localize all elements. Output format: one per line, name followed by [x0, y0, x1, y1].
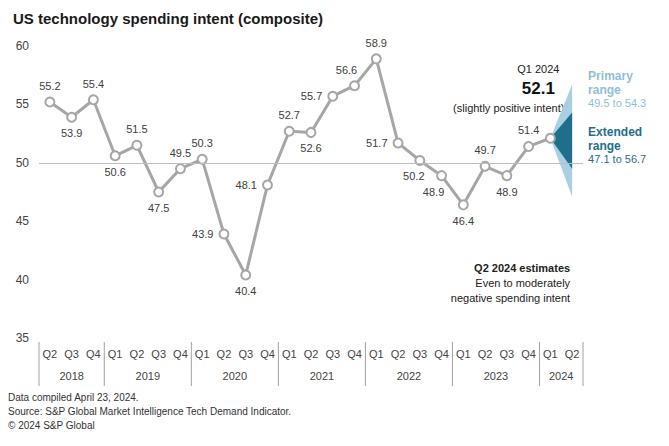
- svg-text:40: 40: [16, 273, 30, 287]
- svg-text:50: 50: [16, 156, 30, 170]
- svg-text:55.4: 55.4: [83, 78, 104, 90]
- svg-text:Q3: Q3: [151, 348, 166, 360]
- svg-text:51.7: 51.7: [366, 137, 387, 149]
- svg-text:Q4: Q4: [86, 348, 101, 360]
- svg-text:49.7: 49.7: [474, 144, 495, 156]
- svg-text:Q2: Q2: [478, 348, 493, 360]
- svg-text:47.5: 47.5: [148, 202, 169, 214]
- svg-text:(slightly positive intent): (slightly positive intent): [453, 102, 564, 114]
- svg-text:Q4: Q4: [173, 348, 188, 360]
- svg-text:52.6: 52.6: [300, 142, 321, 154]
- svg-text:55.2: 55.2: [39, 80, 60, 92]
- svg-text:Q1: Q1: [195, 348, 210, 360]
- svg-text:2018: 2018: [59, 370, 83, 382]
- svg-text:55: 55: [16, 97, 30, 111]
- svg-text:Q1: Q1: [369, 348, 384, 360]
- svg-text:35: 35: [16, 331, 30, 345]
- svg-text:48.1: 48.1: [236, 179, 257, 191]
- svg-text:US technology spending intent: US technology spending intent (composite…: [13, 10, 323, 27]
- svg-text:Extended: Extended: [588, 125, 645, 139]
- svg-text:51.5: 51.5: [126, 123, 147, 135]
- svg-text:Q3: Q3: [64, 348, 79, 360]
- svg-text:2023: 2023: [484, 370, 508, 382]
- svg-text:2024: 2024: [549, 370, 573, 382]
- svg-text:Q1: Q1: [543, 348, 558, 360]
- svg-text:Q2 2024 estimates: Q2 2024 estimates: [474, 262, 570, 274]
- svg-text:47.1 to 56.7: 47.1 to 56.7: [588, 153, 646, 165]
- svg-text:Q3: Q3: [412, 348, 427, 360]
- svg-text:Q1: Q1: [108, 348, 123, 360]
- svg-text:58.9: 58.9: [366, 37, 387, 49]
- svg-text:Q1: Q1: [282, 348, 297, 360]
- svg-text:Even to moderately: Even to moderately: [475, 277, 570, 289]
- svg-text:52.1: 52.1: [522, 79, 555, 98]
- svg-text:48.9: 48.9: [423, 186, 444, 198]
- svg-text:Q2: Q2: [43, 348, 58, 360]
- svg-text:49.5: 49.5: [170, 147, 191, 159]
- svg-text:2020: 2020: [223, 370, 247, 382]
- svg-text:46.4: 46.4: [453, 215, 474, 227]
- svg-text:55.7: 55.7: [301, 90, 322, 102]
- svg-text:53.9: 53.9: [61, 127, 82, 139]
- svg-text:range: range: [588, 83, 621, 97]
- svg-text:Q2: Q2: [130, 348, 145, 360]
- svg-text:Q1 2024: Q1 2024: [517, 63, 559, 75]
- svg-text:Q4: Q4: [347, 348, 362, 360]
- svg-text:Data compiled April 23, 2024.: Data compiled April 23, 2024.: [8, 392, 139, 403]
- svg-text:50.2: 50.2: [403, 170, 424, 182]
- svg-text:49.5 to 54.3: 49.5 to 54.3: [588, 97, 646, 109]
- svg-text:56.6: 56.6: [336, 64, 357, 76]
- svg-text:48.9: 48.9: [496, 186, 517, 198]
- svg-text:Q2: Q2: [565, 348, 580, 360]
- svg-text:50.6: 50.6: [104, 166, 125, 178]
- svg-text:Q4: Q4: [521, 348, 536, 360]
- svg-text:51.4: 51.4: [518, 124, 539, 136]
- svg-text:Q4: Q4: [434, 348, 449, 360]
- svg-text:52.7: 52.7: [279, 109, 300, 121]
- svg-text:negative spending intent: negative spending intent: [451, 292, 570, 304]
- svg-text:2022: 2022: [397, 370, 421, 382]
- svg-text:Primary: Primary: [588, 69, 636, 83]
- svg-text:Q1: Q1: [456, 348, 471, 360]
- svg-text:Q2: Q2: [304, 348, 319, 360]
- svg-text:Q2: Q2: [217, 348, 232, 360]
- svg-text:Q3: Q3: [238, 348, 253, 360]
- svg-text:range: range: [588, 139, 621, 153]
- svg-text:2019: 2019: [136, 370, 160, 382]
- svg-text:2021: 2021: [310, 370, 334, 382]
- svg-text:50.3: 50.3: [191, 137, 212, 149]
- svg-text:© 2024 S&P Global: © 2024 S&P Global: [8, 420, 95, 431]
- svg-text:Source: S&P Global Market Inte: Source: S&P Global Market Intelligence T…: [8, 406, 291, 417]
- svg-text:Q3: Q3: [325, 348, 340, 360]
- svg-text:45: 45: [16, 214, 30, 228]
- svg-text:Q2: Q2: [391, 348, 406, 360]
- svg-text:Q4: Q4: [260, 348, 275, 360]
- svg-text:43.9: 43.9: [192, 228, 213, 240]
- svg-text:Q3: Q3: [499, 348, 514, 360]
- svg-text:40.4: 40.4: [235, 285, 256, 297]
- svg-text:60: 60: [16, 39, 30, 53]
